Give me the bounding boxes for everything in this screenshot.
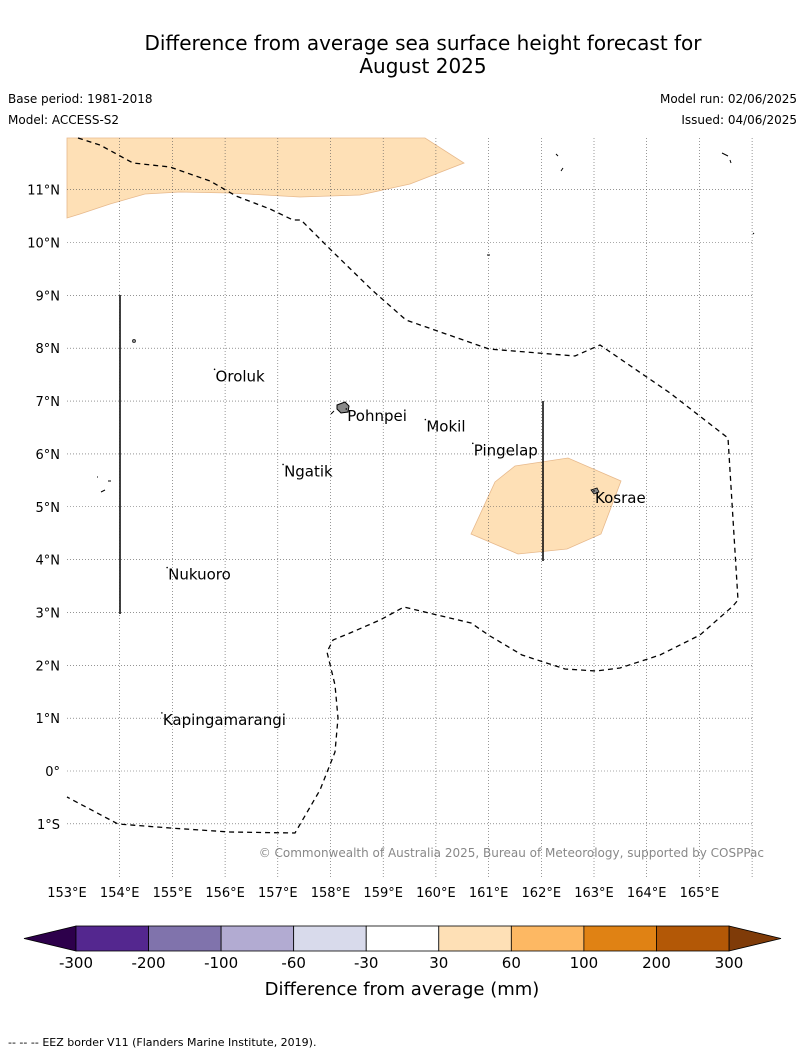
lon-tick-label: 165°E	[680, 886, 720, 901]
lon-tick-label: 161°E	[469, 886, 509, 901]
colorbar-tick-label: -300	[59, 954, 93, 972]
lat-tick-label: 3°N	[36, 606, 61, 621]
lat-tick-label: 1°N	[36, 712, 61, 727]
colorbar-tick-label: -100	[204, 954, 238, 972]
footer-note: -- -- -- EEZ border V11 (Flanders Marine…	[8, 1036, 316, 1049]
lat-tick-label: 10°N	[27, 237, 60, 252]
lat-tick-label: 5°N	[36, 501, 61, 516]
lon-tick-label: 155°E	[153, 886, 193, 901]
reef-mark	[721, 152, 729, 157]
place-marker	[424, 418, 427, 421]
anomaly-area-kosrae	[470, 457, 622, 555]
lon-tick-label: 158°E	[311, 886, 351, 901]
colorbar-tick-label: 30	[429, 954, 448, 972]
lat-tick-label: 2°N	[36, 659, 61, 674]
place-marker	[345, 408, 348, 410]
colorbar-segment	[75, 925, 149, 952]
lon-tick-label: 156°E	[205, 886, 245, 901]
place-marker	[282, 463, 284, 466]
place-marker	[471, 442, 474, 445]
colorbar-segment	[656, 925, 730, 952]
eez-legend-text: EEZ border V11 (Flanders Marine Institut…	[42, 1036, 317, 1049]
colorbar-tick-label: -60	[281, 954, 306, 972]
colorbar-tick-label: -200	[132, 954, 166, 972]
place-label: Oroluk	[216, 367, 265, 385]
lon-tick-label: 154°E	[100, 886, 140, 901]
place-marker	[161, 712, 163, 714]
lon-tick-label: 163°E	[574, 886, 614, 901]
lon-tick-label: 160°E	[416, 886, 456, 901]
lat-tick-label: 4°N	[36, 554, 61, 569]
lon-tick-label: 153°E	[47, 886, 87, 901]
reef-mark	[752, 232, 755, 235]
lat-tick-label: 7°N	[36, 395, 61, 410]
model-run: Model run: 02/06/2025	[659, 92, 797, 106]
lon-tick-label: 157°E	[258, 886, 298, 901]
colorbar-tick-label: 100	[570, 954, 599, 972]
title-line-1: Difference from average sea surface heig…	[144, 31, 702, 55]
lat-tick-label: 6°N	[36, 448, 61, 463]
colorbar-tick-label: 200	[642, 954, 671, 972]
colorbar-segment	[220, 925, 295, 952]
colorbar-segment	[148, 925, 222, 952]
anomaly-area-north	[66, 137, 465, 219]
reef-mark	[560, 167, 564, 172]
model-name: Model: ACCESS-S2	[8, 113, 120, 127]
colorbar-segment	[438, 925, 512, 952]
colorbar-under-arrow	[23, 925, 77, 952]
place-label: Kosrae	[595, 489, 646, 507]
place-label: Nukuoro	[168, 566, 231, 584]
reef-mark	[330, 410, 335, 415]
map-title: Difference from average sea surface heig…	[0, 32, 804, 78]
eez-border-main	[66, 137, 739, 834]
place-label: Mokil	[426, 418, 465, 436]
title-line-2: August 2025	[359, 54, 487, 78]
colorbar-segment	[293, 925, 367, 952]
reef-mark	[729, 159, 732, 164]
pohnpei-island	[336, 401, 350, 414]
kosrae-island	[590, 487, 600, 495]
place-marker	[166, 566, 168, 569]
lat-tick-label: 9°N	[36, 289, 61, 304]
lat-tick-label: 8°N	[36, 342, 61, 357]
colorbar: -300 -200 -100 -60 -30 30 60 100 200 300 Differenc…	[23, 925, 782, 1000]
place-label: Kapingamarangi	[163, 711, 286, 729]
small-island	[132, 339, 136, 343]
lon-tick-label: 159°E	[363, 886, 403, 901]
eez-legend-symbol: -- -- --	[8, 1036, 39, 1049]
colorbar-label: Difference from average (mm)	[265, 979, 540, 1000]
reef-mark	[100, 489, 106, 493]
colorbar-segment	[510, 925, 585, 952]
place-marker	[213, 368, 216, 371]
lon-tick-label: 164°E	[627, 886, 667, 901]
lon-tick-label: 162°E	[522, 886, 562, 901]
colorbar-tick-label: 300	[715, 954, 744, 972]
lat-tick-label: 11°N	[27, 184, 60, 199]
place-label: Pingelap	[474, 441, 538, 459]
copyright-credit: © Commonwealth of Australia 2025, Bureau…	[259, 846, 764, 860]
graticule: 153°E 154°E 155°E 156°E 157°E 158°E 159°E 160°E…	[27, 138, 754, 901]
colorbar-segment	[365, 925, 440, 952]
colorbar-segment	[583, 925, 657, 952]
issued-date: Issued: 04/06/2025	[681, 113, 797, 127]
base-period: Base period: 1981-2018	[8, 92, 153, 106]
place-label: Ngatik	[284, 462, 333, 480]
lat-tick-label: 1°S	[37, 818, 60, 833]
place-labels: Oroluk Pohnpei Mokil Pingelap Ngatik Kosrae Nu…	[161, 367, 646, 729]
place-marker	[593, 490, 595, 492]
colorbar-tick-label: 60	[502, 954, 521, 972]
lat-tick-label: 0°	[45, 765, 60, 780]
reef-mark	[555, 153, 559, 157]
colorbar-over-arrow	[728, 925, 782, 952]
colorbar-tick-label: -30	[354, 954, 379, 972]
place-label: Pohnpei	[347, 407, 407, 425]
